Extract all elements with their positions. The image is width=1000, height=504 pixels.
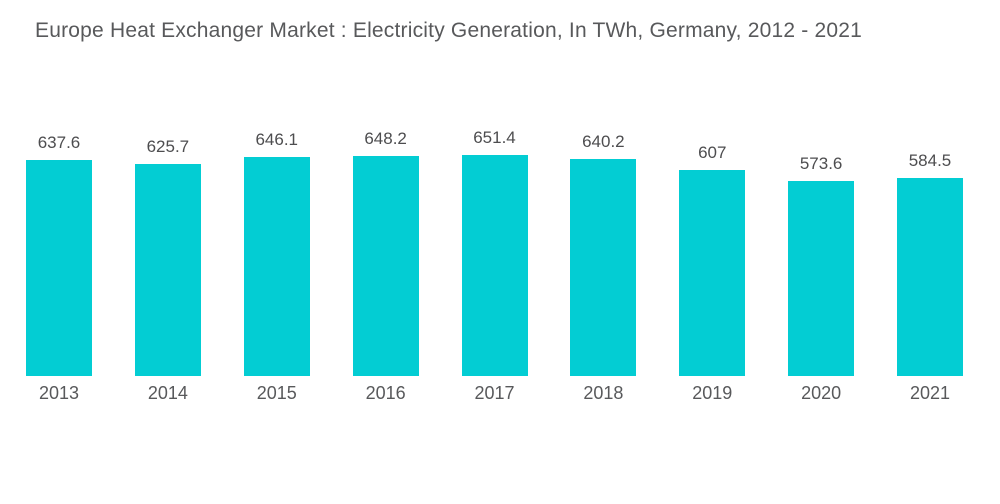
bar-column: 584.5 [897, 151, 963, 376]
x-axis-label: 2016 [365, 383, 406, 403]
bar-column: 648.2 [352, 129, 419, 376]
bar [461, 155, 528, 376]
x-axis-label: 2021 [909, 383, 951, 403]
bar-value-label: 651.4 [473, 128, 516, 147]
bar-column: 625.7 [134, 136, 201, 376]
bar [352, 156, 419, 376]
bar [788, 181, 855, 376]
x-axis-label: 2017 [474, 383, 515, 403]
x-axis-label: 2013 [38, 383, 80, 403]
bar [134, 163, 201, 376]
bars-row: 637.6 625.7 646.1 648.2 651.4 640.2 607 573.6 58… [26, 0, 963, 376]
bar [679, 170, 746, 376]
x-axis-label: 2015 [256, 383, 297, 403]
bar [243, 156, 310, 376]
bar [897, 177, 963, 376]
bar-value-label: 640.2 [582, 131, 625, 151]
x-axis-label: 2014 [147, 383, 188, 403]
bar-value-label: 646.1 [255, 129, 299, 149]
bar-value-label: 637.6 [37, 132, 81, 152]
bar-value-label: 584.5 [908, 150, 952, 170]
bar [570, 158, 637, 376]
bar-column: 607 [679, 143, 746, 376]
bar-column: 573.6 [788, 154, 855, 376]
bar-column: 651.4 [461, 128, 528, 376]
x-axis-labels-row: 2013 2014 2015 2016 2017 2018 2019 2020 2021 [26, 383, 963, 404]
chart-title: Europe Heat Exchanger Market : Electrici… [35, 19, 863, 42]
x-axis-label: 2018 [583, 383, 624, 403]
bar-value-label: 607 [698, 143, 727, 163]
bar-column: 646.1 [243, 129, 310, 376]
bar-column: 640.2 [570, 131, 637, 376]
bar [26, 159, 92, 376]
bar-value-label: 648.2 [364, 129, 407, 149]
bar-column: 637.6 [26, 133, 92, 376]
x-axis-label: 2020 [801, 383, 842, 403]
x-axis-label: 2019 [692, 383, 733, 403]
bar-value-label: 625.7 [146, 136, 190, 156]
bar-value-label: 573.6 [799, 154, 843, 174]
